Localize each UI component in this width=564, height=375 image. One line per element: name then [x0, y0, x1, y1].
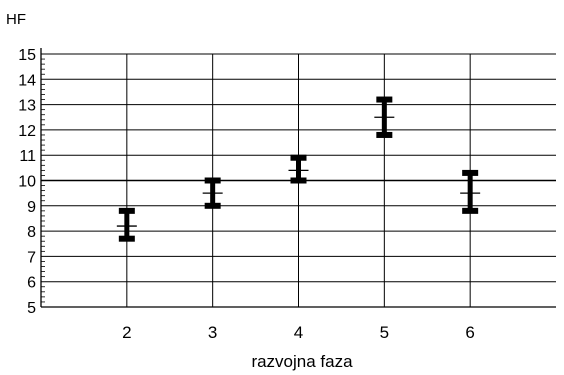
x-tick-labels: 2 3 4 5 6: [122, 323, 475, 342]
error-bar: [460, 169, 481, 214]
y-tick-label: 5: [27, 300, 36, 317]
error-bar-cap-low: [462, 207, 479, 214]
y-axis-label: HF: [6, 11, 26, 28]
y-tick-label: 13: [18, 98, 36, 115]
y-tick-label: 6: [27, 275, 36, 292]
error-bar-cap-high: [204, 177, 221, 184]
error-bar-cap-high: [290, 154, 307, 161]
error-bar: [288, 154, 309, 184]
error-bar-cap-low: [290, 177, 307, 184]
y-tick-labels: 5 6 7 8 9 10 11 12 13 14 15: [18, 47, 36, 317]
y-tick-label: 7: [27, 249, 36, 266]
y-tick-label: 12: [18, 123, 36, 140]
error-bar: [374, 96, 395, 138]
x-tick-label: 2: [122, 323, 131, 342]
error-bar-cap-low: [376, 131, 393, 138]
error-bar-cap-low: [204, 202, 221, 209]
error-bar-cap-high: [118, 207, 135, 214]
y-tick-label: 14: [18, 72, 36, 89]
error-bar: [202, 177, 223, 209]
x-tick-label: 5: [380, 323, 389, 342]
error-bar: [116, 207, 137, 242]
x-tick-label: 4: [294, 323, 303, 342]
error-bars: [116, 96, 481, 242]
error-bar-cap-high: [462, 169, 479, 176]
y-tick-label: 11: [19, 148, 36, 165]
y-tick-label: 8: [27, 224, 36, 241]
error-bar-cap-high: [376, 96, 393, 103]
error-bar-cap-low: [118, 235, 135, 242]
y-tick-label: 15: [18, 47, 36, 64]
y-tick-label: 9: [27, 199, 36, 216]
x-tick-label: 3: [208, 323, 217, 342]
x-tick-label: 6: [465, 323, 474, 342]
x-axis-label: razvojna faza: [251, 352, 353, 371]
y-tick-label: 10: [18, 174, 36, 191]
